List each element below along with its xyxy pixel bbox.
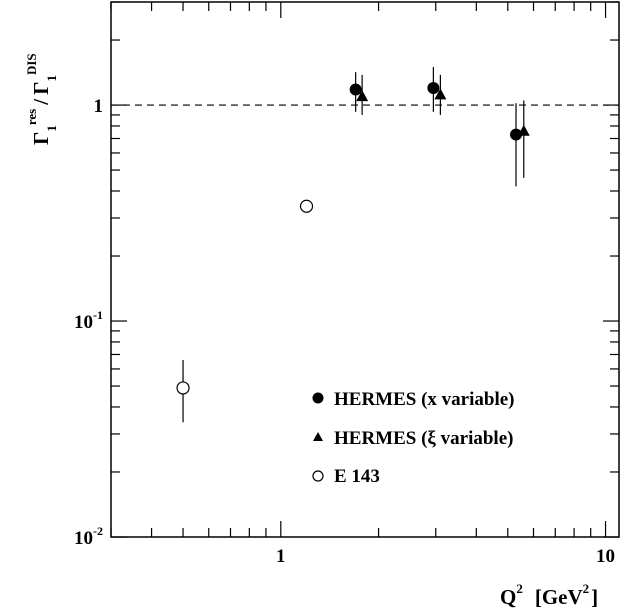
- legend-label-hermes-xi: HERMES (ξ variable): [334, 428, 513, 449]
- y-tick-label: 10-1: [74, 308, 103, 333]
- y-tick-exponent: -1: [93, 308, 103, 322]
- ylabel-sup-den: DIS: [24, 53, 39, 75]
- ylabel-slash: /: [29, 98, 53, 106]
- xlabel-unit: [GeV: [535, 585, 583, 609]
- xlabel-sup: 2: [516, 581, 523, 596]
- legend-marker-open-circle: [312, 470, 324, 482]
- legend-label-e143: E 143: [334, 466, 380, 487]
- y-tick-labels: 10-210-11: [74, 96, 103, 549]
- axis-ticks: [110, 1, 619, 538]
- svg-text:Γ1res/Γ1DIS: Γ1res/Γ1DIS: [24, 53, 59, 145]
- data-points: [176, 67, 530, 423]
- legend-marker-filled-triangle: [313, 432, 323, 441]
- y-tick-exponent: -2: [93, 524, 103, 538]
- y-tick-base: 10: [74, 312, 93, 333]
- data-point-filled-circle: [349, 83, 362, 96]
- data-point-filled-triangle: [434, 88, 447, 100]
- xlabel-main: Q: [500, 585, 516, 609]
- data-point-filled-circle: [510, 128, 523, 141]
- y-axis-label: Γ1res/Γ1DIS: [24, 53, 59, 145]
- x-axis-label: Q2 [GeV2]: [500, 581, 598, 609]
- legend-label-hermes-x: HERMES (x variable): [334, 389, 515, 410]
- legend: HERMES (x variable) HERMES (ξ variable) …: [312, 389, 515, 487]
- xlabel-unit-sup: 2: [583, 581, 590, 596]
- data-point-open-circle: [176, 381, 190, 395]
- legend-marker-filled-circle: [312, 392, 324, 404]
- data-point-filled-triangle: [356, 90, 369, 102]
- y-tick-base: 1: [94, 96, 104, 117]
- ylabel-sub: 1: [44, 125, 59, 132]
- data-point-filled-circle: [427, 81, 440, 94]
- ylabel-sub-2: 1: [44, 75, 59, 82]
- xlabel-unit-close: ]: [591, 585, 598, 609]
- y-tick-label: 1: [94, 96, 104, 117]
- ylabel-sup-num: res: [24, 109, 39, 125]
- x-tick-labels: 1 10: [276, 546, 615, 567]
- ylabel-symbol-2: Γ: [29, 82, 53, 95]
- ylabel-symbol: Γ: [29, 132, 53, 145]
- data-point-filled-triangle: [517, 124, 530, 136]
- y-tick-base: 10: [74, 528, 93, 549]
- svg-text:Q2[GeV2]: Q2 [GeV2]: [500, 581, 598, 609]
- x-tick-label: 10: [596, 546, 615, 567]
- data-point-open-circle: [299, 199, 314, 213]
- y-tick-label: 10-2: [74, 524, 103, 549]
- plot-frame: [110, 1, 620, 538]
- x-tick-label: 1: [276, 546, 286, 567]
